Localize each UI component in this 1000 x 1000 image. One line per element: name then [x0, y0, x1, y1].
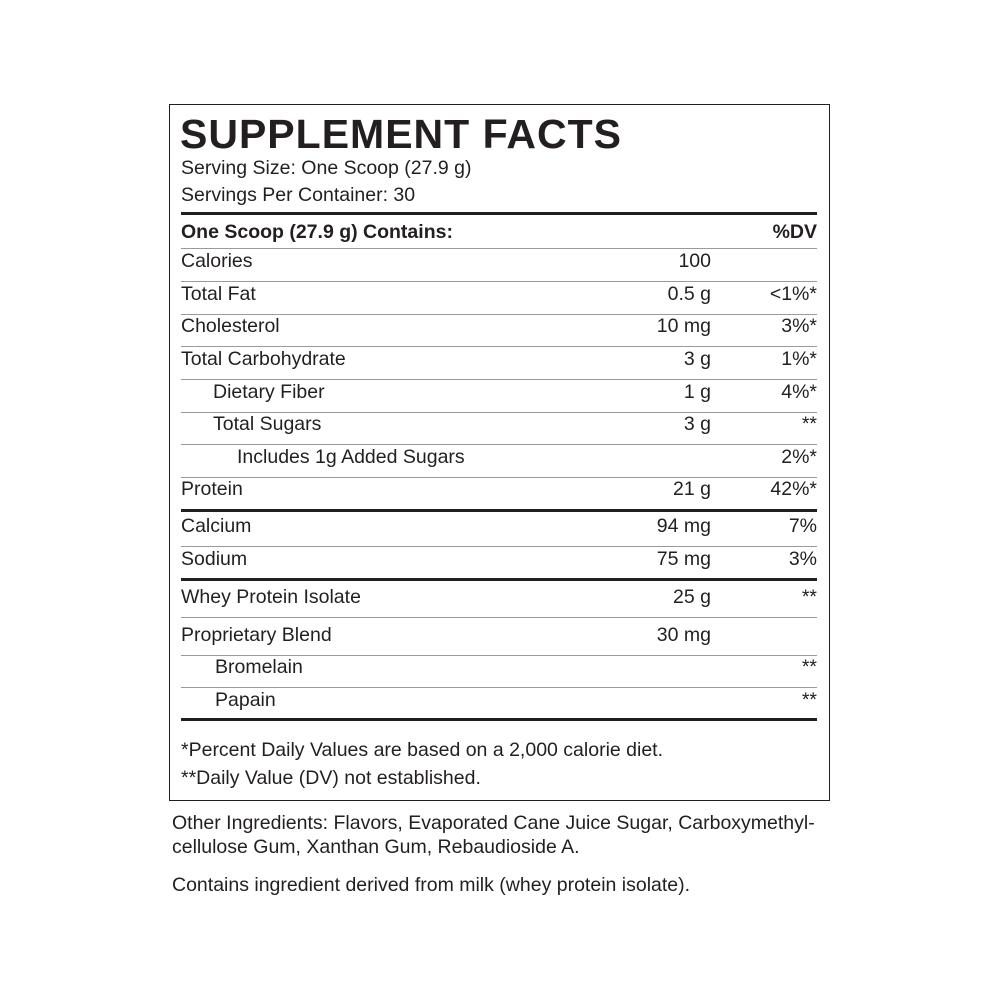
row-divider [181, 718, 817, 721]
nutrient-name: Total Fat [181, 283, 256, 305]
nutrient-dv: 4%* [781, 381, 817, 403]
nutrient-row: Dietary Fiber 1 g 4%* [181, 375, 817, 407]
nutrient-row: Total Carbohydrate 3 g 1%* [181, 342, 817, 374]
nutrient-dv: ** [801, 689, 817, 711]
supplement-facts-panel [169, 104, 830, 801]
nutrient-name: Bromelain [215, 656, 303, 678]
panel-title: SUPPLEMENT FACTS [180, 111, 622, 157]
nutrient-dv: 3%* [781, 315, 817, 337]
row-divider [181, 346, 817, 347]
nutrient-row: Total Sugars 3 g ** [181, 407, 817, 439]
nutrient-row: Calcium 94 mg 7% [181, 509, 817, 541]
nutrient-amount: 10 mg [656, 315, 711, 337]
footnote: *Percent Daily Values are based on a 2,0… [181, 739, 664, 761]
row-divider [181, 444, 817, 445]
nutrient-amount: 75 mg [656, 548, 711, 570]
row-divider [181, 509, 817, 512]
nutrient-dv: ** [801, 413, 817, 435]
serving-size: Serving Size: One Scoop (27.9 g) [181, 157, 472, 179]
nutrient-amount: 1 g [683, 381, 711, 403]
row-divider [181, 248, 817, 249]
allergen-statement: Contains ingredient derived from milk (w… [172, 874, 691, 896]
nutrient-dv: 3% [788, 548, 817, 570]
nutrient-name: Sodium [181, 548, 248, 570]
nutrient-dv: 42%* [770, 478, 817, 500]
nutrient-row: Cholesterol 10 mg 3%* [181, 309, 817, 341]
header-label: One Scoop (27.9 g) Contains: [181, 221, 453, 243]
nutrient-name: Includes 1g Added Sugars [237, 446, 465, 468]
nutrient-dv: 2%* [781, 446, 817, 468]
nutrient-amount: 100 [678, 250, 711, 272]
row-divider [181, 477, 817, 478]
nutrient-amount: 21 g [673, 478, 711, 500]
nutrient-name: Calcium [181, 515, 252, 537]
nutrient-dv: ** [801, 656, 817, 678]
nutrient-row: Whey Protein Isolate 25 g ** [181, 580, 817, 612]
nutrient-amount: 3 g [683, 413, 711, 435]
nutrient-name: Cholesterol [181, 315, 280, 337]
nutrient-row: Total Fat 0.5 g <1%* [181, 277, 817, 309]
nutrient-name: Proprietary Blend [181, 624, 332, 646]
nutrient-row: Papain ** [181, 683, 817, 715]
nutrient-dv: ** [801, 586, 817, 608]
nutrient-amount: 94 mg [656, 515, 711, 537]
row-divider [181, 655, 817, 656]
nutrient-row: Proprietary Blend 30 mg [181, 618, 817, 650]
row-divider [181, 281, 817, 282]
row-divider [181, 578, 817, 581]
nutrient-amount: 3 g [683, 348, 711, 370]
header-row: One Scoop (27.9 g) Contains: %DV [181, 215, 817, 247]
nutrient-amount: 0.5 g [667, 283, 711, 305]
nutrient-amount: 25 g [673, 586, 711, 608]
nutrient-row: Protein 21 g 42%* [181, 472, 817, 504]
row-divider [181, 314, 817, 315]
nutrient-name: Papain [215, 689, 276, 711]
nutrient-row: Includes 1g Added Sugars 2%* [181, 440, 817, 472]
row-divider [181, 687, 817, 688]
servings-per-container: Servings Per Container: 30 [181, 184, 416, 206]
other-ingredients: cellulose Gum, Xanthan Gum, Rebaudioside… [172, 836, 580, 858]
nutrient-dv: <1%* [769, 283, 817, 305]
nutrient-row: Bromelain ** [181, 650, 817, 682]
nutrient-name: Whey Protein Isolate [181, 586, 361, 608]
nutrient-row: Sodium 75 mg 3% [181, 542, 817, 574]
nutrient-row: Calories 100 [181, 244, 817, 276]
footnote: **Daily Value (DV) not established. [181, 767, 481, 789]
nutrient-name: Calories [181, 250, 253, 272]
row-divider [181, 617, 817, 618]
nutrient-name: Total Carbohydrate [181, 348, 346, 370]
header-dv: %DV [772, 221, 817, 243]
nutrient-name: Dietary Fiber [213, 381, 325, 403]
nutrient-dv: 1%* [781, 348, 817, 370]
nutrient-dv: 7% [788, 515, 817, 537]
row-divider [181, 379, 817, 380]
nutrient-name: Total Sugars [213, 413, 322, 435]
row-divider [181, 546, 817, 547]
nutrient-name: Protein [181, 478, 243, 500]
divider [181, 212, 817, 215]
nutrient-amount: 30 mg [656, 624, 711, 646]
row-divider [181, 412, 817, 413]
other-ingredients: Other Ingredients: Flavors, Evaporated C… [172, 812, 815, 834]
